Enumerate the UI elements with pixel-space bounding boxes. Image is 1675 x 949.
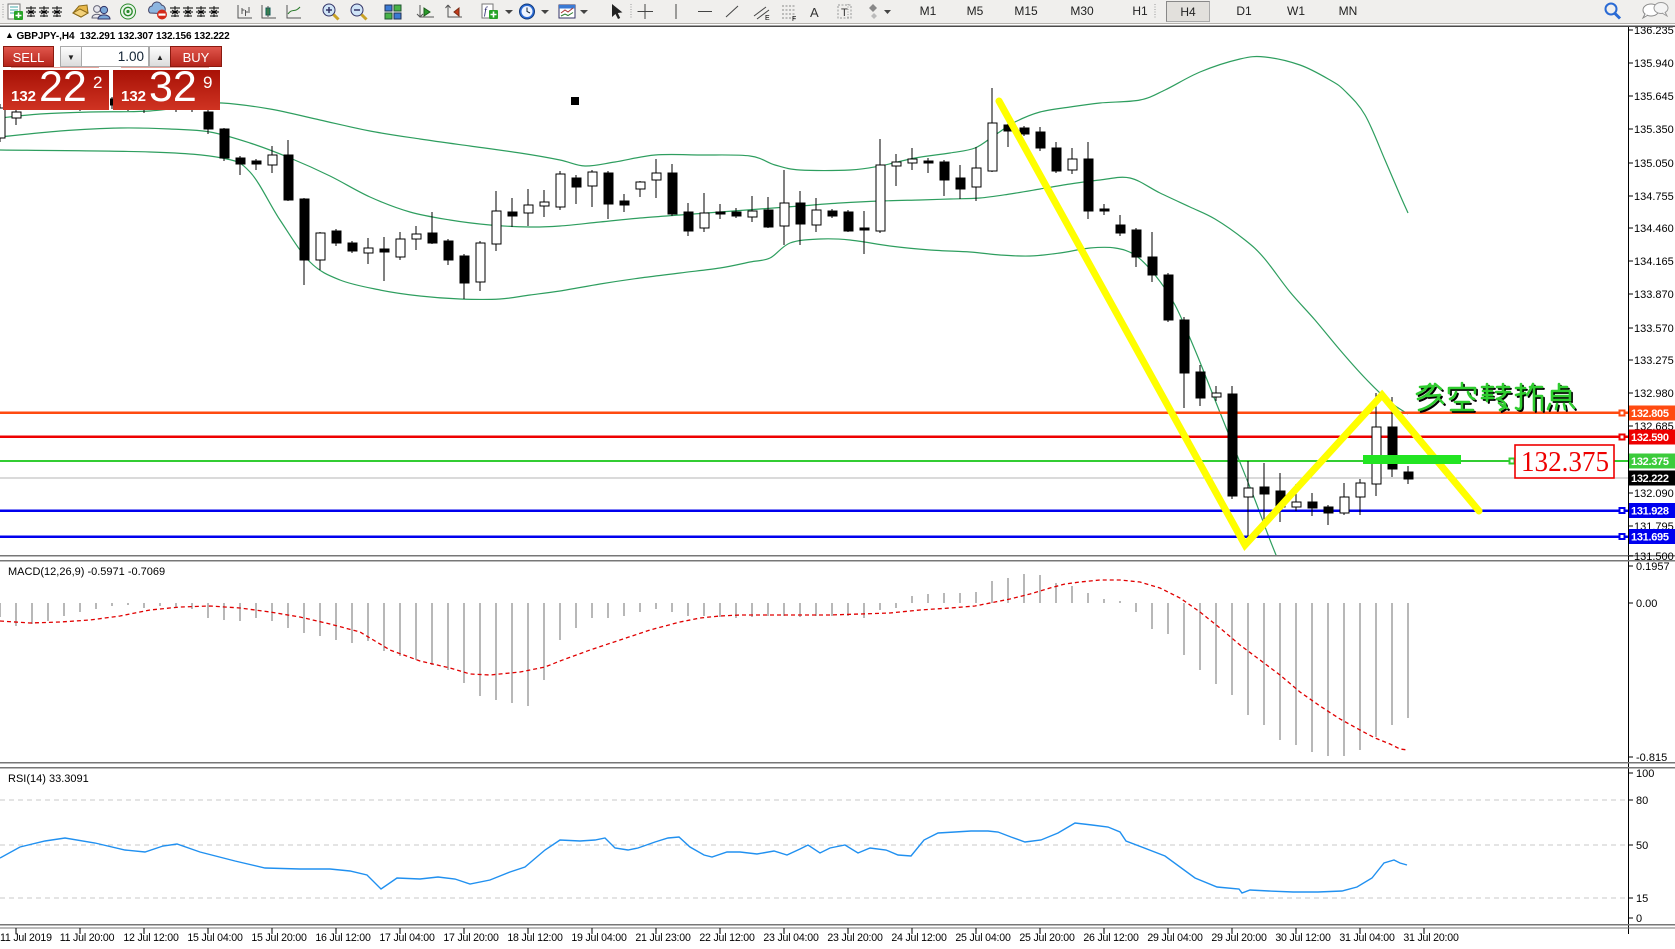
svg-text:50: 50	[1636, 840, 1648, 852]
svg-text:0: 0	[1636, 913, 1642, 925]
svg-text:100: 100	[1636, 768, 1654, 780]
svg-text:133.570: 133.570	[1634, 323, 1674, 335]
svg-text:23 Jul 04:00: 23 Jul 04:00	[763, 932, 819, 944]
svg-text:16 Jul 12:00: 16 Jul 12:00	[315, 932, 371, 944]
svg-text:15 Jul 20:00: 15 Jul 20:00	[251, 932, 307, 944]
svg-text:132.980: 132.980	[1634, 388, 1674, 400]
svg-text:132.375: 132.375	[1521, 446, 1609, 478]
svg-text:135.645: 135.645	[1634, 91, 1674, 103]
svg-text:131.928: 131.928	[1631, 506, 1669, 518]
svg-text:132.090: 132.090	[1634, 488, 1674, 500]
svg-text:29 Jul 04:00: 29 Jul 04:00	[1147, 932, 1203, 944]
svg-text:80: 80	[1636, 795, 1648, 807]
svg-text:135.050: 135.050	[1634, 158, 1674, 170]
svg-text:11 Jul 20:00: 11 Jul 20:00	[60, 932, 115, 944]
svg-text:T: T	[841, 7, 848, 19]
svg-text:134.460: 134.460	[1634, 223, 1674, 235]
svg-text:135.350: 135.350	[1634, 124, 1674, 136]
svg-text:133.275: 133.275	[1634, 355, 1674, 367]
svg-text:f: f	[484, 6, 488, 17]
svg-text:134.755: 134.755	[1634, 191, 1674, 203]
svg-text:25 Jul 20:00: 25 Jul 20:00	[1019, 932, 1075, 944]
svg-text:26 Jul 12:00: 26 Jul 12:00	[1083, 932, 1139, 944]
svg-text:30 Jul 12:00: 30 Jul 12:00	[1275, 932, 1331, 944]
svg-text:E: E	[765, 15, 770, 22]
svg-text:132.590: 132.590	[1631, 432, 1669, 444]
svg-text:31 Jul 20:00: 31 Jul 20:00	[1403, 932, 1459, 944]
svg-text:0.1957: 0.1957	[1636, 561, 1670, 573]
svg-text:134.165: 134.165	[1634, 256, 1674, 268]
svg-text:17 Jul 04:00: 17 Jul 04:00	[379, 932, 435, 944]
svg-text:F: F	[792, 16, 796, 23]
svg-text:18 Jul 12:00: 18 Jul 12:00	[507, 932, 563, 944]
svg-text:A: A	[810, 5, 819, 20]
svg-text:25 Jul 04:00: 25 Jul 04:00	[955, 932, 1011, 944]
svg-text:135.940: 135.940	[1634, 58, 1674, 70]
svg-text:136.235: 136.235	[1634, 27, 1674, 37]
svg-text:133.870: 133.870	[1634, 289, 1674, 301]
svg-text:131.695: 131.695	[1631, 532, 1669, 544]
svg-text:RSI(14) 33.3091: RSI(14) 33.3091	[8, 773, 89, 785]
svg-text:132.805: 132.805	[1631, 408, 1669, 420]
svg-text:15 Jul 04:00: 15 Jul 04:00	[187, 932, 243, 944]
svg-text:29 Jul 20:00: 29 Jul 20:00	[1211, 932, 1267, 944]
svg-text:11 Jul 2019: 11 Jul 2019	[0, 932, 52, 944]
svg-text:131.500: 131.500	[1634, 551, 1674, 563]
svg-text:12 Jul 12:00: 12 Jul 12:00	[123, 932, 179, 944]
svg-text:15: 15	[1636, 893, 1648, 905]
svg-text:132.222: 132.222	[1631, 473, 1669, 485]
svg-text:MACD(12,26,9) -0.5971 -0.7069: MACD(12,26,9) -0.5971 -0.7069	[8, 566, 165, 578]
svg-text:132.375: 132.375	[1631, 456, 1669, 468]
svg-text:31 Jul 04:00: 31 Jul 04:00	[1339, 932, 1395, 944]
svg-text:17 Jul 20:00: 17 Jul 20:00	[443, 932, 499, 944]
svg-text:0.00: 0.00	[1636, 598, 1657, 610]
svg-text:19 Jul 04:00: 19 Jul 04:00	[571, 932, 627, 944]
svg-text:-0.815: -0.815	[1636, 752, 1667, 764]
svg-text:22 Jul 12:00: 22 Jul 12:00	[699, 932, 755, 944]
svg-text:21 Jul 23:00: 21 Jul 23:00	[635, 932, 691, 944]
svg-text:23 Jul 20:00: 23 Jul 20:00	[827, 932, 883, 944]
svg-text:24 Jul 12:00: 24 Jul 12:00	[891, 932, 947, 944]
